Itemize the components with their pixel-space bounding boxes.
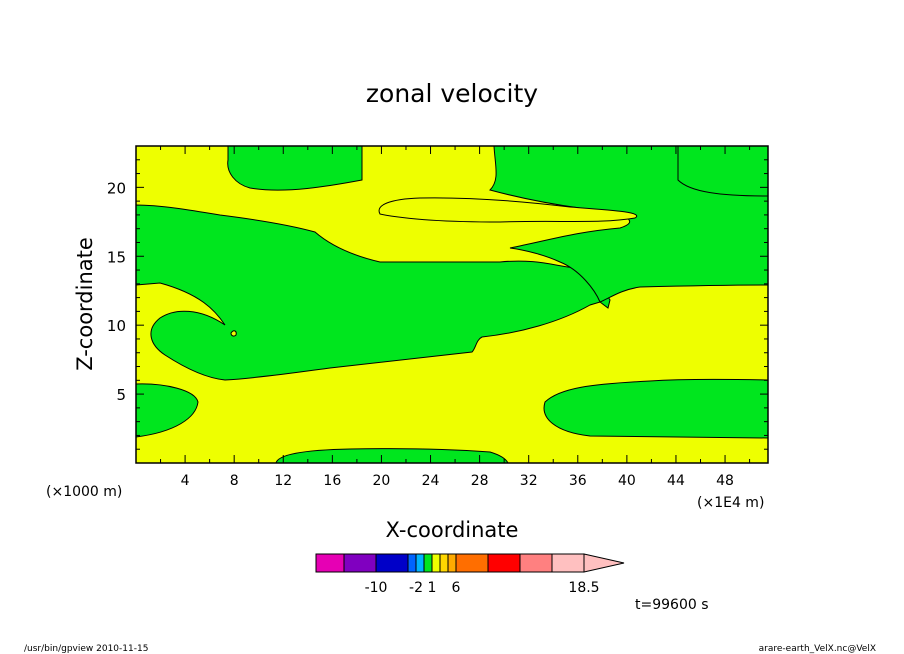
y-tick-label: 15 — [107, 248, 126, 266]
colorbar-label: 18.5 — [568, 580, 599, 596]
colorbar-label: -10 — [365, 580, 388, 596]
x-tick-label: 44 — [667, 473, 685, 489]
y-tick-label: 5 — [116, 386, 126, 404]
chart-title: zonal velocity — [366, 79, 538, 108]
colorbar-swatch — [423, 553, 433, 573]
colorbar-swatch — [551, 553, 585, 573]
tiny-positive-spot — [230, 330, 237, 337]
colorbar-swatch — [439, 553, 449, 573]
negative-region-bottom-left — [136, 383, 199, 438]
negative-region-bottom-right — [543, 378, 768, 439]
x-tick-label: 20 — [373, 473, 391, 489]
colorbar-swatch — [519, 553, 553, 573]
x-tick-label: 40 — [618, 473, 636, 489]
colorbar: -10 -2 1 6 18.5 — [315, 553, 625, 596]
plot-area — [136, 146, 768, 463]
x-tick-label: 32 — [520, 473, 538, 489]
y-tick-label: 10 — [107, 317, 126, 335]
x-unit-left: (×1000 m) — [46, 484, 122, 500]
x-axis-label: X-coordinate — [386, 518, 519, 542]
x-tick-label: 24 — [422, 473, 440, 489]
colorbar-swatch — [375, 553, 409, 573]
x-axis: 4 8 12 16 20 24 28 32 36 40 44 48 — [160, 146, 751, 489]
time-label: t=99600 s — [635, 597, 709, 613]
y-axis-label: Z-coordinate — [73, 237, 97, 371]
x-tick-label: 16 — [323, 473, 341, 489]
x-unit-right: (×1E4 m) — [697, 495, 764, 511]
negative-region-upper-band — [136, 204, 611, 381]
colorbar-swatch — [415, 553, 425, 573]
y-axis: 5 10 15 20 — [107, 159, 768, 450]
colorbar-label: 6 — [452, 580, 461, 596]
x-tick-label: 36 — [569, 473, 587, 489]
colorbar-swatch — [315, 553, 345, 573]
colorbar-swatch — [487, 553, 521, 573]
x-tick-label: 4 — [181, 473, 190, 489]
negative-region-middle-lobe — [378, 197, 638, 223]
x-tick-label: 12 — [274, 473, 292, 489]
negative-region-bottom-middle — [275, 448, 509, 463]
colorbar-label: 1 — [428, 580, 437, 596]
negative-region-top-left — [227, 146, 363, 191]
colorbar-swatch — [447, 553, 457, 573]
x-tick-label: 28 — [471, 473, 489, 489]
plot-frame — [135, 145, 769, 464]
y-tick-label: 20 — [107, 179, 126, 197]
colorbar-swatch — [343, 553, 377, 573]
colorbar-label: -2 — [409, 580, 423, 596]
x-tick-label: 8 — [230, 473, 239, 489]
colorbar-arrow — [583, 553, 625, 573]
colorbar-swatch — [431, 553, 441, 573]
colorbar-swatch — [407, 553, 417, 573]
footer-right: arare-earth_VelX.nc@VelX — [759, 644, 876, 654]
footer-left: /usr/bin/gpview 2010-11-15 — [24, 644, 148, 654]
x-tick-label: 48 — [716, 473, 734, 489]
colorbar-swatch — [455, 553, 489, 573]
